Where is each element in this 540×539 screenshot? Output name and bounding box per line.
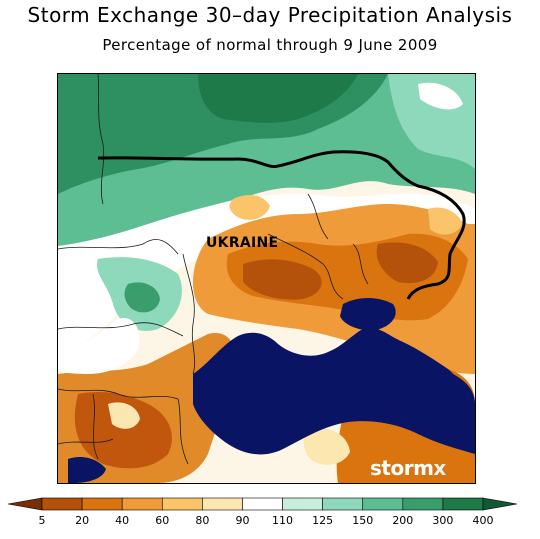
dry-zone-southwest-strong xyxy=(74,392,172,469)
wet-patch-west-strong xyxy=(124,282,160,313)
colorbar-tick-label: 300 xyxy=(432,514,454,527)
colorbar-tick-label: 20 xyxy=(75,514,90,527)
colorbar-tick-label: 80 xyxy=(195,514,210,527)
border-line xyxy=(58,388,179,400)
colorbar-tick-label: 110 xyxy=(272,514,294,527)
sea-east-edge xyxy=(453,374,475,419)
colorbar-segment xyxy=(442,497,484,511)
watermark-accent: x xyxy=(433,456,446,480)
border-line xyxy=(97,74,105,205)
normal-band-west xyxy=(58,318,140,374)
aegean-sea xyxy=(68,457,106,483)
dry-zone-east-core xyxy=(376,242,438,284)
colorbar-arrow-low xyxy=(7,497,43,511)
watermark-main: storm xyxy=(370,456,434,480)
colorbar-tick-label: 150 xyxy=(352,514,374,527)
border-line xyxy=(58,322,184,337)
map-title: Storm Exchange 30–day Precipitation Anal… xyxy=(27,3,513,27)
black-sea xyxy=(193,327,475,455)
normal-patch-southeast xyxy=(303,427,350,465)
stormx-watermark: stormx xyxy=(370,456,446,480)
border-line xyxy=(307,193,329,240)
colorbar-segment xyxy=(81,497,123,511)
dry-zone-core xyxy=(243,259,322,300)
ukraine-border xyxy=(97,150,466,300)
colorbar-segment xyxy=(322,497,364,511)
region-label-ukraine: UKRAINE xyxy=(206,235,279,251)
country-borders xyxy=(58,74,369,465)
colorbar-segment xyxy=(161,497,203,511)
river-line xyxy=(267,233,344,300)
border-line xyxy=(177,398,189,465)
dry-highlight-east xyxy=(428,207,463,235)
dry-highlight-ukraine xyxy=(229,194,270,220)
colorbar-segment xyxy=(121,497,163,511)
colorbar-tick-label: 90 xyxy=(235,514,250,527)
colorbar-tick-label: 400 xyxy=(472,514,494,527)
colorbar-arrow-high xyxy=(482,497,518,511)
sea-of-azov xyxy=(340,298,396,331)
colorbar-tick-label: 125 xyxy=(312,514,334,527)
border-line xyxy=(58,239,179,255)
normal-band xyxy=(58,193,475,354)
colorbar-segment xyxy=(402,497,444,511)
normal-patch-southwest xyxy=(108,402,140,429)
colorbar-tick-label: 60 xyxy=(155,514,170,527)
map-subtitle: Percentage of normal through 9 June 2009 xyxy=(102,36,438,54)
colorbar-segment xyxy=(202,497,243,511)
colorbar-tick-label: 5 xyxy=(38,514,46,527)
map-canvas xyxy=(58,74,475,483)
colorbar-tick-label: 40 xyxy=(115,514,130,527)
colorbar-segment xyxy=(362,497,404,511)
wet-zone-north-deep xyxy=(198,74,358,123)
colorbar-tick-label: 200 xyxy=(392,514,414,527)
border-line xyxy=(92,393,99,460)
colorbar-segment xyxy=(282,497,323,511)
colorbar-segment xyxy=(41,497,83,511)
wet-patch-northeast xyxy=(418,82,463,110)
precipitation-map: UKRAINE stormx xyxy=(57,73,476,484)
border-line xyxy=(182,253,196,375)
river-line xyxy=(352,243,369,285)
colorbar-segment xyxy=(242,497,283,511)
border-line xyxy=(58,438,114,445)
